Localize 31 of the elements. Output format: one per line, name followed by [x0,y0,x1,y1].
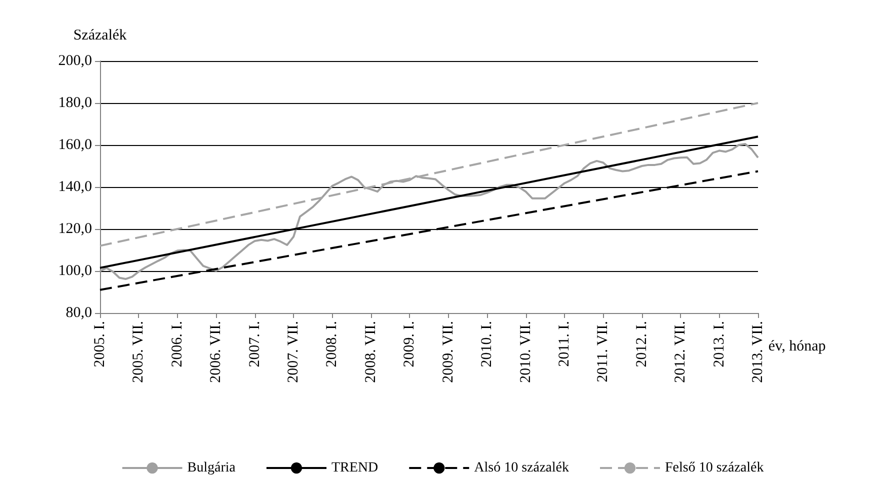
legend-label: TREND [331,460,378,476]
y-tick-label: 140,0 [58,179,92,195]
x-tick-label: 2011. VII. [595,321,612,382]
x-tick-label: 2013. I. [711,321,728,368]
y-tick-label: 160,0 [58,137,92,153]
x-tick-label: 2008. I. [324,321,340,368]
x-tick-label: 2010. VII. [518,321,534,383]
legend-label: Alsó 10 százalék [474,460,569,476]
y-tick-label: 100,0 [58,263,92,279]
x-tick-label: 2007. VII. [286,321,302,383]
x-tick-label: 2006. I. [169,321,186,368]
x-tick-label: 2011. I. [556,321,572,367]
x-tick-label: 2010. I. [479,321,496,368]
x-tick-label: 2013. VII. [750,321,766,383]
x-tick-label: 2006. VII. [208,321,224,383]
x-tick-label: 2007. I. [246,321,263,368]
y-tick-label: 120,0 [58,221,92,237]
x-tick-label: 2009. VII. [440,321,456,383]
x-tick-label: 2012. VII. [672,321,689,383]
x-tick-label: 2012. I. [634,321,650,368]
x-axis-title: év, hónap [768,338,826,354]
y-tick-label: 200,0 [58,53,92,69]
x-tick-label: 2009. I. [402,321,418,368]
x-tick-label: 2005. VII. [130,321,147,383]
x-tick-label: 2008. VII. [362,321,379,383]
legend-label: Bulgária [187,460,236,476]
y-tick-label: 180,0 [58,95,92,111]
legend-label: Felső 10 százalék [664,460,764,476]
x-tick-label: 2005. I. [92,321,108,368]
y-tick-label: 80,0 [66,305,92,321]
y-axis-title: Százalék [73,28,128,44]
